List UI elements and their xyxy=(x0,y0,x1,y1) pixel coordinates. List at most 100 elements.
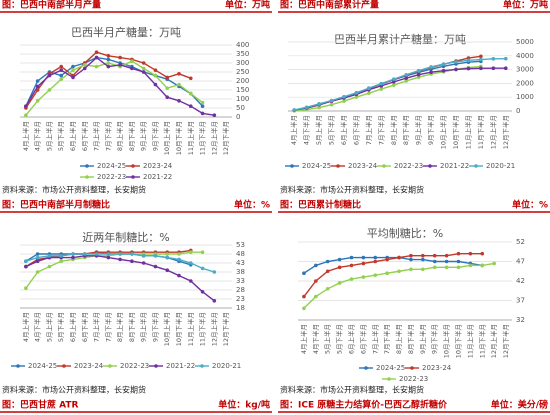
data-point xyxy=(421,253,425,258)
data-point xyxy=(94,252,99,256)
data-point xyxy=(106,255,111,260)
data-point xyxy=(130,252,134,256)
series-line xyxy=(294,67,506,111)
data-point xyxy=(200,250,205,254)
x-tick-label: 11月下半月 xyxy=(477,324,486,358)
legend-dot xyxy=(474,164,478,168)
legend-dot xyxy=(336,164,340,168)
source-note: 资料来源：市场公开资料整理，长安期货 xyxy=(280,385,424,395)
data-point xyxy=(456,259,461,264)
x-tick-label: 11月下半月 xyxy=(198,312,207,346)
data-point xyxy=(118,63,122,67)
x-tick-label: 7月下半月 xyxy=(382,324,391,354)
data-point xyxy=(35,99,40,103)
data-point xyxy=(429,65,433,69)
y-tick-label: 48 xyxy=(236,250,245,258)
data-point xyxy=(349,277,354,281)
x-tick-label: 10月下半月 xyxy=(451,115,460,149)
data-point xyxy=(177,252,181,256)
data-point xyxy=(468,263,473,268)
x-tick-label: 9月上半月 xyxy=(139,312,148,342)
x-tick-label: 11月上半月 xyxy=(463,115,472,149)
data-point xyxy=(480,251,485,256)
data-point xyxy=(302,306,306,311)
data-point xyxy=(59,64,64,69)
data-point xyxy=(361,261,366,266)
data-point xyxy=(454,60,458,64)
legend-label: 2023-24 xyxy=(422,364,452,372)
data-point xyxy=(432,253,437,258)
data-point xyxy=(82,66,87,71)
legend-dot xyxy=(85,164,89,168)
y-tick-label: 23 xyxy=(236,295,245,303)
data-point xyxy=(397,255,401,260)
x-tick-label: 12月下半月 xyxy=(501,115,510,149)
x-tick-label: 6月上半月 xyxy=(68,312,77,342)
data-point xyxy=(71,64,75,69)
legend-label: 2024-25 xyxy=(97,162,126,170)
data-point xyxy=(47,88,52,92)
data-point xyxy=(292,108,297,112)
x-tick-label: 8月上半月 xyxy=(115,121,124,151)
data-point xyxy=(314,294,318,299)
x-tick-label: 5月上半月 xyxy=(44,312,53,342)
y-tick-label: 18 xyxy=(236,304,245,312)
x-tick-label: 6月下半月 xyxy=(80,312,89,342)
source-note: 资料来源：市场公开资料整理，长安期货 xyxy=(2,385,146,395)
legend-dot xyxy=(290,164,294,168)
data-point xyxy=(94,50,99,54)
data-point xyxy=(141,254,146,258)
data-point xyxy=(59,254,64,258)
data-point xyxy=(391,77,396,81)
data-point xyxy=(59,259,64,264)
data-point xyxy=(444,265,449,270)
caption-title: 图：巴西中南部累计产量 xyxy=(280,0,379,11)
data-point xyxy=(342,99,346,103)
data-point xyxy=(177,257,181,262)
data-point xyxy=(188,104,193,108)
x-tick-label: 9月下半月 xyxy=(430,324,439,354)
legend-label: 2021-22 xyxy=(440,162,469,170)
x-tick-label: 12月上半月 xyxy=(209,312,218,346)
data-point xyxy=(441,62,446,66)
data-point xyxy=(373,255,378,260)
x-tick-label: 8月下半月 xyxy=(127,121,136,151)
data-point xyxy=(106,57,111,62)
x-tick-label: 10月上半月 xyxy=(162,312,171,346)
data-point xyxy=(94,64,99,69)
data-point xyxy=(165,255,170,260)
data-point xyxy=(212,113,217,117)
y-tick-label: 100 xyxy=(236,95,249,103)
y-tick-label: 200 xyxy=(236,77,249,85)
data-point xyxy=(106,61,111,65)
data-point xyxy=(325,259,330,264)
x-tick-label: 11月下半月 xyxy=(476,115,485,149)
data-point xyxy=(24,286,28,291)
legend-dot xyxy=(16,364,20,368)
x-tick-label: 4月上半月 xyxy=(299,324,308,354)
legend-label: 2022-23 xyxy=(97,173,126,181)
x-tick-label: 5月下半月 xyxy=(327,115,336,145)
data-point xyxy=(373,273,378,277)
x-tick-label: 6月下半月 xyxy=(351,115,360,145)
x-tick-label: 10月下半月 xyxy=(174,312,183,346)
data-point xyxy=(325,287,330,291)
data-point xyxy=(35,79,40,83)
data-point xyxy=(130,59,134,63)
x-tick-label: 11月上半月 xyxy=(186,121,195,155)
x-tick-label: 4月下半月 xyxy=(33,312,42,342)
x-tick-label: 5月上半月 xyxy=(323,324,332,354)
y-tick-label: 32 xyxy=(516,316,525,324)
x-tick-label: 10月上半月 xyxy=(442,324,451,358)
data-point xyxy=(153,73,158,78)
y-tick-label: 0 xyxy=(236,113,240,121)
data-point xyxy=(71,68,75,72)
data-point xyxy=(106,252,111,256)
x-tick-label: 4月下半月 xyxy=(33,121,42,151)
data-point xyxy=(385,257,389,262)
chart-title: 巴西半月累计产糖量：万吨 xyxy=(334,32,466,46)
legend-dot xyxy=(131,164,135,168)
data-point xyxy=(349,263,354,268)
x-tick-label: 12月上半月 xyxy=(488,115,497,149)
